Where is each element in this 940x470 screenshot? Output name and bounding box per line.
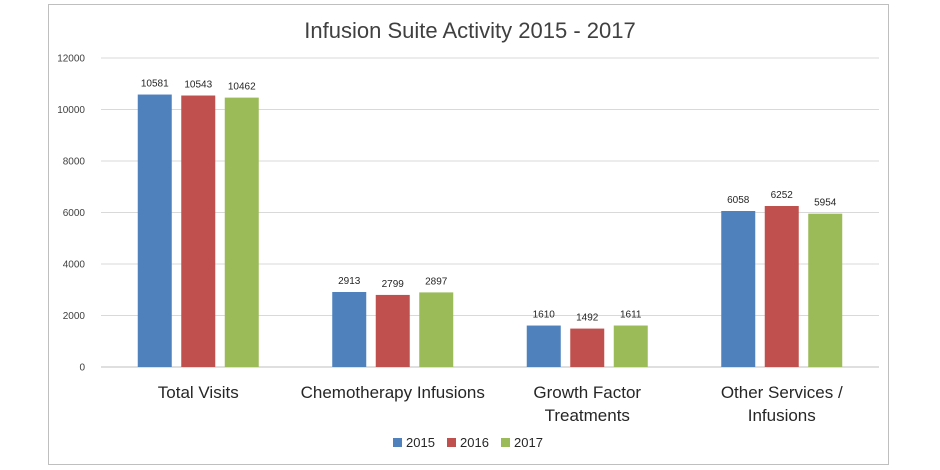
x-axis-categories: Total Visits Chemotherapy Infusions Growth… xyxy=(158,383,843,425)
data-label: 1492 xyxy=(576,313,599,324)
y-tick-label: 0 xyxy=(79,363,85,374)
y-tick-label: 4000 xyxy=(63,260,86,271)
gridlines xyxy=(101,57,879,368)
data-label: 6058 xyxy=(727,195,750,206)
data-label: 10543 xyxy=(184,80,212,91)
data-label: 1610 xyxy=(533,310,556,321)
bar-2015 xyxy=(526,325,561,367)
y-tick-label: 2000 xyxy=(63,311,86,322)
x-category-label: Infusions xyxy=(748,406,816,425)
data-label: 2799 xyxy=(382,279,405,290)
bar-2017 xyxy=(224,97,259,367)
bar-2015 xyxy=(721,211,756,367)
bar-2016 xyxy=(570,328,605,367)
data-label: 5954 xyxy=(814,198,837,209)
legend-label: 2015 xyxy=(406,435,435,450)
legend: 2015 2016 2017 xyxy=(393,435,543,450)
x-category-label: Treatments xyxy=(545,406,630,425)
data-label: 6252 xyxy=(771,190,794,201)
bar-2016 xyxy=(764,206,799,367)
bar-2016 xyxy=(181,95,216,367)
x-category-label: Growth Factor xyxy=(533,383,641,402)
bar-2016 xyxy=(375,294,410,367)
data-label: 1611 xyxy=(620,310,642,321)
bar-2017 xyxy=(808,213,843,367)
bar-2015 xyxy=(137,94,172,368)
bar-2017 xyxy=(419,292,454,367)
legend-swatch-2017 xyxy=(501,438,510,447)
legend-swatch-2016 xyxy=(447,438,456,447)
y-tick-label: 12000 xyxy=(57,54,85,65)
data-label: 2897 xyxy=(425,276,448,287)
x-category-label: Chemotherapy Infusions xyxy=(301,383,485,402)
data-label: 2913 xyxy=(338,276,361,287)
data-label: 10581 xyxy=(141,79,169,90)
legend-label: 2017 xyxy=(514,435,543,450)
data-label: 10462 xyxy=(228,82,256,93)
legend-swatch-2015 xyxy=(393,438,402,447)
chart: Infusion Suite Activity 2015 - 2017 0 200… xyxy=(57,18,879,450)
data-labels: 10581 10543 10462 2913 2799 2897 1610 1492 1611 6… xyxy=(141,79,837,324)
x-category-label: Other Services / xyxy=(721,383,843,402)
chart-frame: Infusion Suite Activity 2015 - 2017 0 200… xyxy=(48,4,889,465)
y-axis-ticks: 0 2000 4000 6000 8000 10000 12000 xyxy=(57,54,85,374)
bars xyxy=(137,94,843,368)
chart-title: Infusion Suite Activity 2015 - 2017 xyxy=(304,18,635,43)
legend-label: 2016 xyxy=(460,435,489,450)
y-tick-label: 8000 xyxy=(63,157,86,168)
bar-2015 xyxy=(332,291,367,367)
bar-2017 xyxy=(613,325,648,367)
x-category-label: Total Visits xyxy=(158,383,239,402)
y-tick-label: 10000 xyxy=(57,105,85,116)
y-tick-label: 6000 xyxy=(63,208,86,219)
